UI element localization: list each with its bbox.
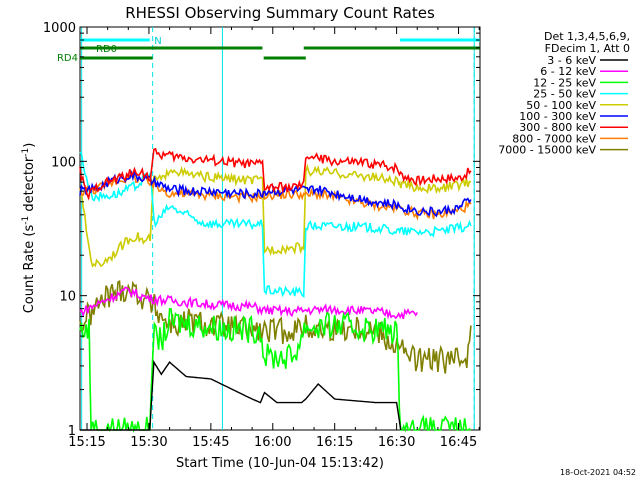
plot-area bbox=[79, 26, 481, 431]
x-tick-label-4: 16:15 bbox=[316, 435, 353, 450]
x-tick-label-2: 15:45 bbox=[192, 435, 229, 450]
y-axis-label: Count Rate (s-1 detector-1) bbox=[21, 143, 37, 314]
legend-label-0: 3 - 6 keV bbox=[547, 54, 596, 67]
status-bar-label-rd0: RD0 bbox=[96, 44, 117, 55]
status-bars: N RD0 RD4 bbox=[57, 36, 480, 64]
legend-header-line-1: Det 1,3,4,5,6,9, bbox=[544, 30, 630, 43]
series-line-2 bbox=[79, 308, 472, 434]
status-bar-label-n: N bbox=[154, 36, 161, 47]
legend-label-7: 800 - 7000 keV bbox=[512, 132, 596, 145]
legend-header-line-2: FDecim 1, Att 0 bbox=[545, 42, 630, 55]
series-line-4 bbox=[79, 163, 472, 268]
series-line-3 bbox=[79, 151, 472, 299]
x-tick-label-3: 16:00 bbox=[254, 435, 291, 450]
legend-label-4: 50 - 100 keV bbox=[526, 99, 596, 112]
series-line-0 bbox=[80, 359, 402, 431]
series-line-6 bbox=[79, 147, 472, 201]
y-tick-label-0: 1 bbox=[68, 424, 76, 439]
footer-date: 18-Oct-2021 04:52 bbox=[560, 468, 636, 477]
x-tick-label-0: 15:15 bbox=[68, 435, 105, 450]
series-line-8 bbox=[79, 280, 472, 374]
legend-label-8: 7000 - 15000 keV bbox=[498, 144, 596, 157]
legend-label-2: 12 - 25 keV bbox=[533, 76, 596, 89]
legend: Det 1,3,4,5,6,9, FDecim 1, Att 0 3 - 6 k… bbox=[498, 30, 630, 157]
series-line-1 bbox=[79, 286, 418, 320]
x-tick-label-6: 16:45 bbox=[440, 435, 477, 450]
x-tick-label-5: 16:30 bbox=[378, 435, 415, 450]
status-bar-label-rd4: RD4 bbox=[57, 53, 78, 64]
axes-ticks: 15:15 15:30 15:45 16:00 16:15 16:30 16:45 1 10 10… bbox=[43, 21, 480, 450]
chart-title: RHESSI Observing Summary Count Rates bbox=[125, 4, 435, 22]
series-line-5 bbox=[79, 170, 472, 218]
series-lines bbox=[79, 147, 472, 434]
legend-label-5: 100 - 300 keV bbox=[519, 110, 596, 123]
legend-label-3: 25 - 50 keV bbox=[533, 88, 596, 101]
y-tick-label-2: 100 bbox=[51, 155, 76, 170]
x-axis-label: Start Time (10-Jun-04 15:13:42) bbox=[176, 456, 384, 471]
y-tick-label-1: 10 bbox=[59, 290, 76, 305]
series-line-7 bbox=[79, 173, 472, 221]
y-tick-label-3: 1000 bbox=[43, 21, 76, 36]
legend-label-6: 300 - 800 keV bbox=[519, 121, 596, 134]
x-tick-label-1: 15:30 bbox=[130, 435, 167, 450]
plot-frame bbox=[79, 26, 481, 431]
legend-label-1: 6 - 12 keV bbox=[540, 65, 596, 78]
